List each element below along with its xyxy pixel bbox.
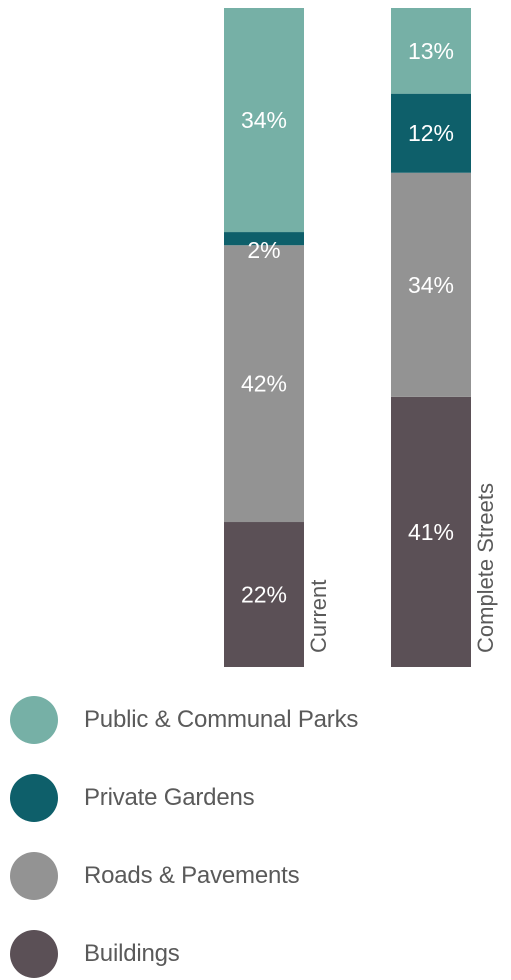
bar-segment xyxy=(391,93,471,173)
bar-segment xyxy=(224,232,304,246)
legend-swatch-buildings xyxy=(10,930,58,978)
legend-item: Private Gardens xyxy=(10,772,490,824)
legend-item: Public & Communal Parks xyxy=(10,694,490,746)
data-label: 22% xyxy=(241,582,287,608)
bar-segment xyxy=(224,522,304,667)
legend-swatch-public-parks xyxy=(10,696,58,744)
legend-label: Public & Communal Parks xyxy=(84,706,359,733)
bar-segment xyxy=(391,8,471,94)
legend-item: Buildings xyxy=(10,928,490,980)
legend-swatch-roads-pavements xyxy=(10,852,58,900)
legend-label: Private Gardens xyxy=(84,784,255,811)
bar-segment xyxy=(224,245,304,523)
data-label: 42% xyxy=(241,371,287,397)
data-label: 2% xyxy=(247,237,280,263)
bar-segment xyxy=(391,172,471,397)
bar-segment xyxy=(391,396,471,667)
legend-label: Buildings xyxy=(84,940,180,967)
bar-segment xyxy=(224,8,304,233)
data-label: 34% xyxy=(241,107,287,133)
data-label: 12% xyxy=(408,120,454,146)
data-label: 34% xyxy=(408,272,454,298)
category-label: Complete Streets xyxy=(473,483,498,653)
legend-label: Roads & Pavements xyxy=(84,862,300,889)
chart-legend: Public & Communal Parks Private Gardens … xyxy=(10,694,490,980)
chart-plot-area: 22% 42% 2% 34% Current 41% 34% 12% 13% Complete S… xyxy=(224,8,498,667)
category-label: Current xyxy=(306,580,331,653)
data-label: 13% xyxy=(408,38,454,64)
data-label: 41% xyxy=(408,519,454,545)
legend-item: Roads & Pavements xyxy=(10,850,490,902)
legend-swatch-private-gardens xyxy=(10,774,58,822)
